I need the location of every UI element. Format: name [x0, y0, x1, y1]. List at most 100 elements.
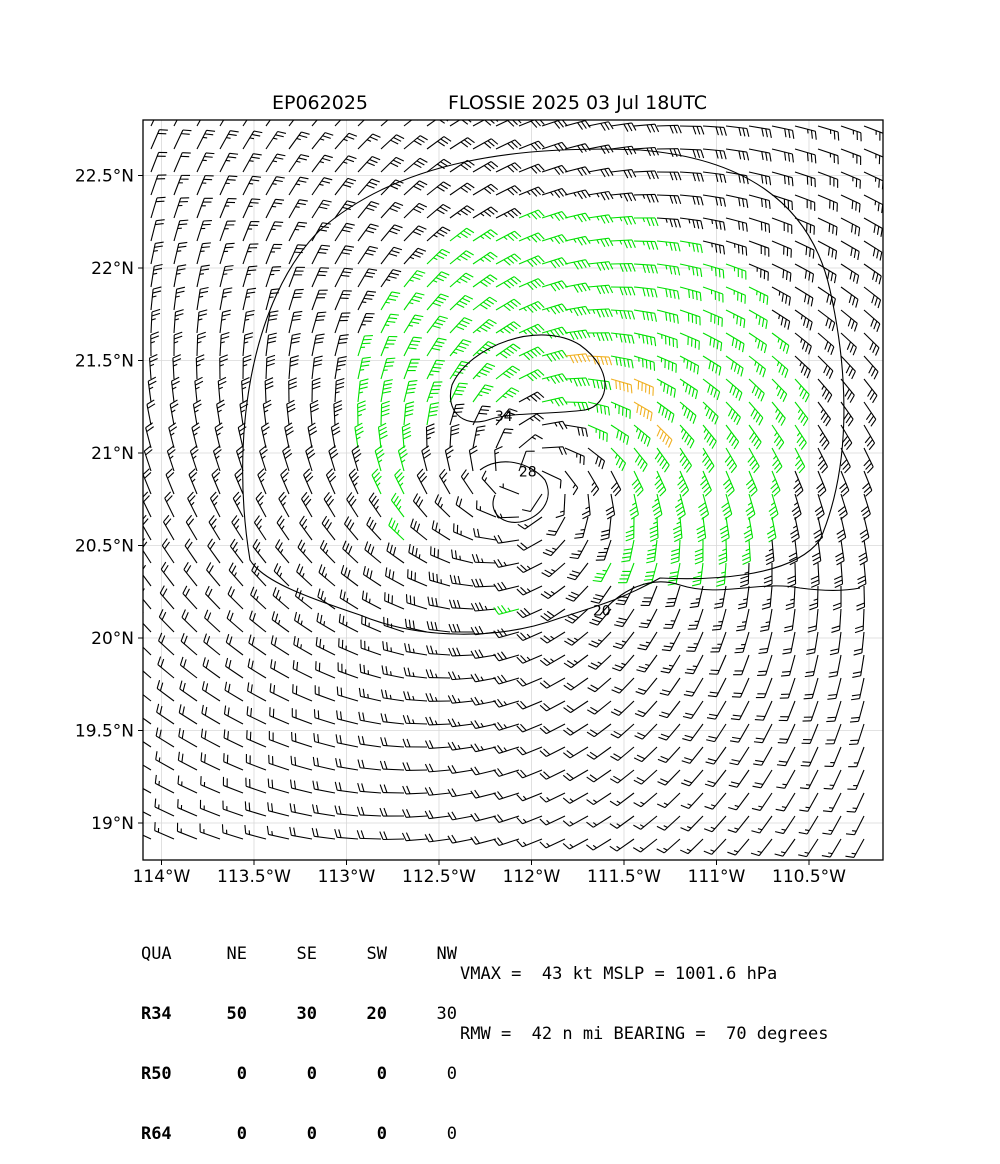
barb-feather: [199, 310, 207, 312]
barb-feather: [386, 567, 387, 575]
barb-shaft: [404, 382, 409, 402]
barb-feather: [723, 270, 724, 279]
barb-feather: [480, 579, 483, 587]
barb-shaft: [693, 655, 703, 674]
barb-feather: [712, 414, 715, 422]
barb-feather: [488, 164, 495, 169]
barb-feather: [290, 803, 291, 811]
barb-half-feather: [302, 597, 303, 601]
barb-shaft: [335, 223, 346, 241]
barb-feather: [455, 550, 456, 558]
wind-barb: [726, 264, 746, 280]
wind-barb: [792, 494, 801, 519]
barb-feather: [494, 770, 499, 777]
barb-shaft: [337, 790, 358, 793]
barb-half-feather: [547, 797, 550, 800]
barb-feather: [498, 815, 503, 822]
barb-half-feather: [402, 460, 405, 463]
barb-feather: [144, 446, 151, 451]
wind-barb: [248, 659, 266, 678]
barb-shaft: [763, 701, 772, 720]
barb-shaft: [174, 130, 183, 149]
barb-feather: [565, 619, 573, 623]
barb-half-feather: [399, 506, 401, 510]
barb-half-feather: [664, 803, 668, 805]
barb-feather: [636, 692, 644, 695]
wind-barb: [588, 122, 613, 131]
barb-shaft: [335, 178, 348, 195]
barb-feather: [811, 154, 812, 163]
barb-feather: [224, 288, 232, 289]
barb-shaft: [795, 310, 812, 322]
barb-half-feather: [239, 456, 242, 459]
barb-feather: [486, 300, 493, 305]
barb-half-feather: [234, 572, 236, 576]
barb-feather: [743, 128, 745, 136]
barb-feather: [815, 506, 822, 511]
barb-feather: [789, 553, 797, 557]
barb-half-feather: [527, 566, 530, 569]
barb-shaft: [864, 310, 880, 324]
barb-feather: [163, 515, 168, 522]
wind-barb: [698, 494, 708, 519]
barb-feather: [513, 366, 520, 370]
wind-barb: [596, 540, 611, 560]
wind-barb: [784, 609, 795, 632]
wind-barb: [563, 747, 588, 758]
wind-barb: [336, 734, 358, 747]
barb-feather: [740, 580, 748, 583]
barb-feather: [367, 272, 375, 273]
wind-barb: [157, 680, 174, 701]
barb-half-feather: [547, 309, 550, 312]
barb-feather: [460, 278, 468, 282]
barb-feather: [299, 590, 302, 598]
wind-barb: [329, 446, 338, 471]
barb-shaft: [680, 218, 701, 221]
barb-feather: [850, 271, 852, 279]
wind-barb: [381, 401, 390, 425]
wind-barb: [220, 266, 234, 287]
wind-barb: [542, 235, 567, 244]
barb-shaft: [522, 816, 542, 824]
barb-feather: [753, 764, 761, 765]
barb-feather: [498, 583, 503, 590]
barb-shaft: [688, 816, 703, 831]
barb-feather: [558, 236, 563, 243]
barb-feather: [176, 291, 184, 293]
wind-barb: [588, 262, 613, 271]
barb-feather: [471, 791, 476, 798]
barb-feather: [162, 612, 166, 620]
barb-feather: [184, 562, 188, 569]
barb-feather: [729, 763, 737, 765]
barb-feather: [358, 405, 366, 408]
barb-feather: [684, 758, 692, 761]
barb-feather: [452, 765, 456, 772]
barb-half-feather: [681, 429, 683, 433]
barb-feather: [252, 134, 260, 136]
barb-feather: [827, 717, 836, 718]
wind-barb: [726, 379, 742, 401]
barb-feather: [324, 492, 329, 499]
barb-shaft: [841, 218, 860, 228]
wind-barb: [657, 125, 681, 133]
wind-barb: [542, 188, 567, 197]
barb-shaft: [790, 655, 795, 675]
wind-barb: [611, 471, 621, 496]
wind-barb: [634, 310, 656, 322]
wind-barb: [404, 337, 422, 356]
wind-barb: [283, 446, 292, 471]
barb-half-feather: [236, 526, 239, 529]
barb-shaft: [404, 337, 413, 356]
barb-feather: [762, 603, 770, 605]
wind-barb: [657, 333, 677, 348]
barb-feather: [489, 319, 496, 323]
barb-feather: [348, 156, 356, 159]
barb-feather: [766, 129, 768, 137]
barb-half-feather: [485, 478, 487, 482]
barb-feather: [813, 250, 814, 259]
barb-shaft: [714, 747, 726, 764]
barb-feather: [480, 305, 487, 310]
wind-barb: [841, 172, 860, 189]
barb-feather: [347, 520, 351, 527]
barb-half-feather: [689, 243, 690, 247]
